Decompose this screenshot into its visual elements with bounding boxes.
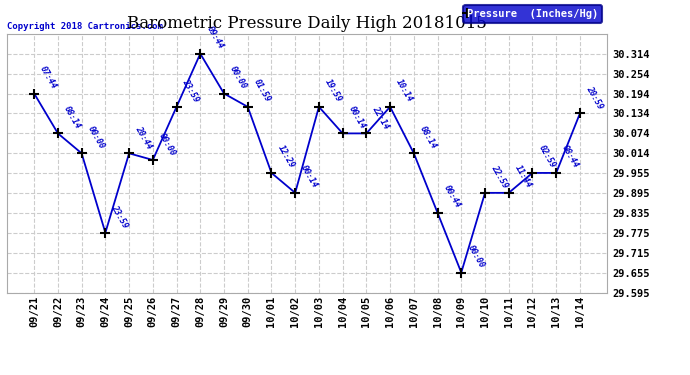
Text: 23:59: 23:59: [181, 78, 201, 104]
Pressure  (Inches/Hg): [504, 190, 513, 195]
Text: 22:59: 22:59: [489, 164, 509, 190]
Pressure  (Inches/Hg): [244, 105, 252, 109]
Pressure  (Inches/Hg): [315, 105, 323, 109]
Pressure  (Inches/Hg): [410, 151, 418, 156]
Pressure  (Inches/Hg): [54, 131, 62, 136]
Pressure  (Inches/Hg): [125, 151, 133, 156]
Pressure  (Inches/Hg): [220, 91, 228, 96]
Text: 02:59: 02:59: [537, 144, 557, 170]
Text: 08:44: 08:44: [560, 144, 581, 170]
Text: 00:00: 00:00: [228, 64, 248, 91]
Pressure  (Inches/Hg): [172, 105, 181, 109]
Pressure  (Inches/Hg): [457, 270, 466, 275]
Text: 00:14: 00:14: [299, 164, 319, 190]
Pressure  (Inches/Hg): [433, 210, 442, 215]
Text: 22:14: 22:14: [371, 105, 391, 130]
Pressure  (Inches/Hg): [267, 171, 275, 175]
Line: Pressure  (Inches/Hg): Pressure (Inches/Hg): [30, 49, 584, 278]
Text: 20:59: 20:59: [584, 84, 604, 111]
Text: 23:59: 23:59: [110, 204, 130, 230]
Pressure  (Inches/Hg): [481, 190, 489, 195]
Pressure  (Inches/Hg): [101, 231, 110, 235]
Text: 07:44: 07:44: [39, 64, 59, 91]
Title: Barometric Pressure Daily High 20181015: Barometric Pressure Daily High 20181015: [127, 15, 487, 32]
Text: 08:14: 08:14: [418, 124, 438, 150]
Pressure  (Inches/Hg): [196, 51, 204, 56]
Legend: Pressure  (Inches/Hg): Pressure (Inches/Hg): [464, 5, 602, 22]
Text: 12:29: 12:29: [275, 144, 296, 170]
Text: 00:00: 00:00: [86, 124, 106, 150]
Text: 20:44: 20:44: [133, 124, 154, 150]
Pressure  (Inches/Hg): [339, 131, 347, 136]
Pressure  (Inches/Hg): [362, 131, 371, 136]
Pressure  (Inches/Hg): [77, 151, 86, 156]
Text: Copyright 2018 Cartronics.com: Copyright 2018 Cartronics.com: [7, 22, 163, 31]
Pressure  (Inches/Hg): [529, 171, 537, 175]
Pressure  (Inches/Hg): [30, 91, 39, 96]
Text: 00:44: 00:44: [442, 184, 462, 210]
Text: 00:00: 00:00: [157, 131, 177, 157]
Text: 00:00: 00:00: [466, 244, 486, 270]
Text: 19:59: 19:59: [323, 78, 344, 104]
Text: 01:59: 01:59: [252, 78, 272, 104]
Pressure  (Inches/Hg): [386, 105, 394, 109]
Pressure  (Inches/Hg): [552, 171, 560, 175]
Text: 10:14: 10:14: [394, 78, 415, 104]
Text: 08:14: 08:14: [62, 105, 82, 130]
Text: 00:14: 00:14: [347, 105, 367, 130]
Pressure  (Inches/Hg): [148, 158, 157, 162]
Pressure  (Inches/Hg): [291, 190, 299, 195]
Pressure  (Inches/Hg): [575, 111, 584, 116]
Text: 11:44: 11:44: [513, 164, 533, 190]
Text: 09:44: 09:44: [204, 25, 225, 51]
